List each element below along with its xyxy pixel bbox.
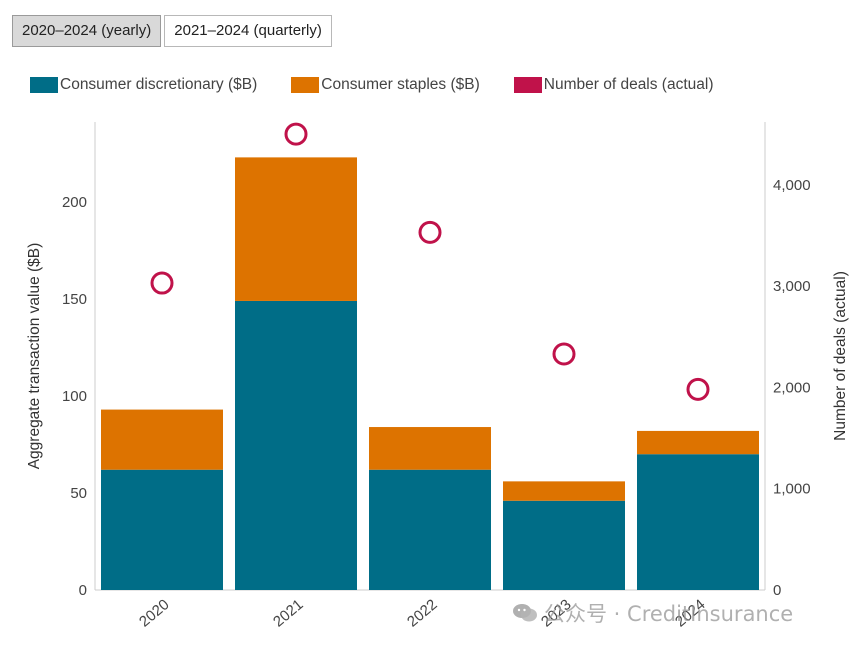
deal-marker-2021 bbox=[284, 122, 308, 146]
watermark-text: 公众号 · CreditInsurance bbox=[544, 602, 794, 626]
x-tick-label: 2020 bbox=[136, 596, 172, 630]
bar-discretionary-2021 bbox=[235, 300, 357, 590]
y2-tick-label: 0 bbox=[773, 582, 781, 599]
legend-item-discretionary[interactable]: Consumer discretionary ($B) bbox=[30, 76, 257, 94]
bar-staples-2023 bbox=[503, 481, 625, 501]
deal-marker-2022 bbox=[418, 220, 442, 244]
chart-deal-markers bbox=[150, 122, 710, 401]
y-axis-title: Aggregate transaction value ($B) bbox=[26, 243, 43, 470]
y-tick-label: 0 bbox=[79, 582, 87, 599]
bar-discretionary-2022 bbox=[369, 469, 491, 590]
x-tick-label: 2021 bbox=[270, 596, 306, 630]
bar-staples-2020 bbox=[101, 409, 223, 470]
legend-label-deals: Number of deals (actual) bbox=[543, 76, 714, 93]
y2-axis-title: Number of deals (actual) bbox=[832, 271, 849, 441]
legend-item-deals[interactable]: Number of deals (actual) bbox=[513, 76, 714, 94]
y-tick-label: 200 bbox=[62, 194, 87, 211]
legend-label-staples: Consumer staples ($B) bbox=[321, 76, 480, 93]
legend-item-staples[interactable]: Consumer staples ($B) bbox=[291, 76, 480, 94]
legend-label-discretionary: Consumer discretionary ($B) bbox=[60, 76, 258, 93]
bar-staples-2024 bbox=[637, 430, 759, 455]
y2-tick-label: 1,000 bbox=[773, 481, 811, 498]
y-tick-label: 50 bbox=[70, 485, 87, 502]
legend-swatch-discretionary bbox=[30, 77, 58, 93]
legend-swatch-deals bbox=[513, 77, 542, 93]
y2-tick-label: 3,000 bbox=[773, 278, 811, 295]
y-tick-label: 100 bbox=[62, 388, 87, 405]
bar-discretionary-2020 bbox=[101, 469, 223, 590]
x-tick-label: 2022 bbox=[404, 596, 440, 630]
y2-tick-label: 4,000 bbox=[773, 177, 811, 194]
tab-yearly[interactable]: 2020–2024 (yearly) bbox=[12, 15, 162, 47]
legend-swatch-staples bbox=[291, 77, 320, 93]
bar-discretionary-2024 bbox=[637, 454, 759, 590]
deal-marker-2023 bbox=[552, 342, 576, 366]
tab-quarterly[interactable]: 2021–2024 (quarterly) bbox=[164, 15, 332, 47]
deal-marker-2024 bbox=[686, 377, 710, 401]
y2-tick-label: 2,000 bbox=[773, 379, 811, 396]
period-tabs: 2020–2024 (yearly) 2021–2024 (quarterly) bbox=[12, 15, 332, 47]
watermark: 公众号 · CreditInsurance bbox=[512, 598, 793, 628]
wechat-icon bbox=[512, 603, 538, 623]
bar-discretionary-2023 bbox=[503, 500, 625, 590]
deal-marker-2020 bbox=[150, 271, 174, 295]
bar-staples-2021 bbox=[235, 157, 357, 301]
y-tick-label: 150 bbox=[62, 291, 87, 308]
bar-staples-2022 bbox=[369, 427, 491, 470]
chart-bars bbox=[101, 157, 759, 590]
chart-legend: Consumer discretionary ($B) Consumer sta… bbox=[30, 76, 714, 94]
